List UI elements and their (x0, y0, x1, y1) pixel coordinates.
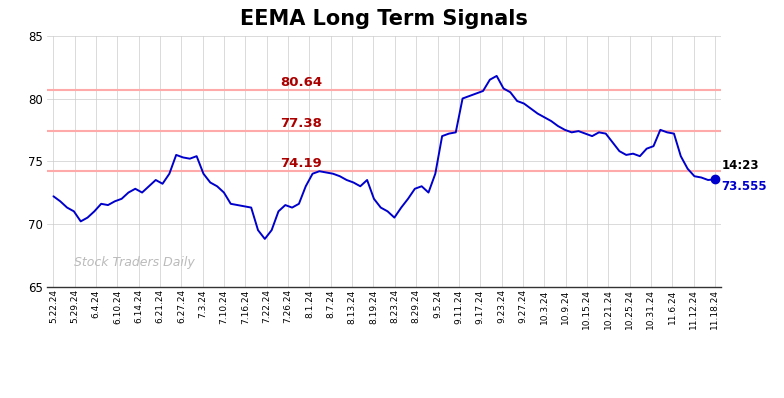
Title: EEMA Long Term Signals: EEMA Long Term Signals (240, 9, 528, 29)
Text: 14:23: 14:23 (721, 160, 759, 172)
Text: 73.555: 73.555 (721, 180, 767, 193)
Text: 80.64: 80.64 (281, 76, 322, 89)
Text: Stock Traders Daily: Stock Traders Daily (74, 256, 194, 269)
Text: 77.38: 77.38 (281, 117, 322, 130)
Text: 74.19: 74.19 (281, 157, 322, 170)
